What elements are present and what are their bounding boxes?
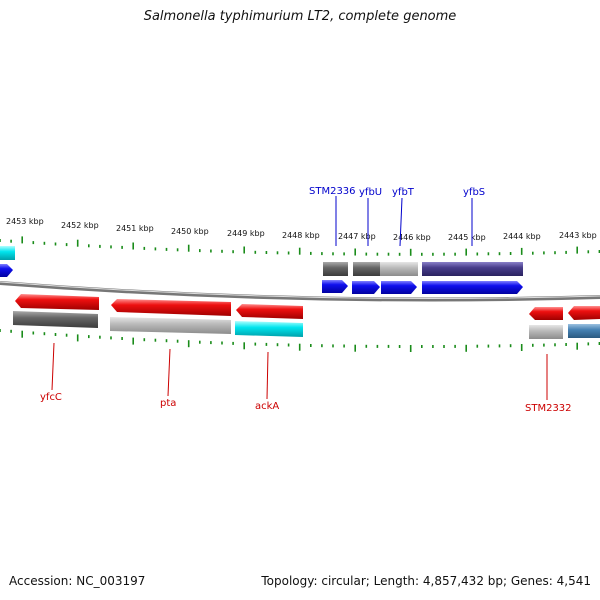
gene-label-yfbt[interactable]: yfbT bbox=[392, 187, 415, 198]
scale-label-2443: 2443 kbp bbox=[559, 231, 597, 240]
gene-arrow-pta[interactable] bbox=[111, 299, 231, 316]
scale-label-2450: 2450 kbp bbox=[171, 227, 209, 236]
scale-label-2449: 2449 kbp bbox=[227, 229, 265, 238]
top-tick-marks bbox=[0, 236, 600, 256]
gene-label-acka[interactable]: ackA bbox=[255, 401, 279, 412]
reverse-cog-row bbox=[13, 311, 600, 339]
scale-label-2453: 2453 kbp bbox=[6, 217, 44, 226]
cog-bar-yfbt[interactable] bbox=[380, 262, 418, 276]
gene-arrow-stm2332[interactable] bbox=[529, 307, 563, 320]
gene-label-stm2336[interactable]: STM2336 bbox=[309, 186, 356, 197]
accession-text: Accession: NC_003197 bbox=[9, 574, 146, 588]
gene-arrow-yfbt[interactable] bbox=[381, 281, 417, 294]
gene-arrow-yfcc[interactable] bbox=[15, 294, 99, 310]
scale-label-2447: 2447 kbp bbox=[338, 232, 376, 241]
scale-label-2452: 2452 kbp bbox=[61, 221, 99, 230]
scale-label-2444: 2444 kbp bbox=[503, 232, 541, 241]
cog-bar-cyan-left[interactable] bbox=[0, 246, 15, 260]
cog-bar-stm2336[interactable] bbox=[323, 262, 348, 276]
cog-bar-stm2332[interactable] bbox=[529, 325, 563, 339]
gene-label-yfcc[interactable]: yfcC bbox=[40, 392, 62, 403]
gene-arrow-acka[interactable] bbox=[236, 304, 303, 319]
scale-labels: 2453 kbp 2452 kbp 2451 kbp 2450 kbp 2449… bbox=[6, 217, 597, 242]
topology-text: Topology: circular; Length: 4,857,432 bp… bbox=[261, 574, 591, 588]
gene-label-yfbu[interactable]: yfbU bbox=[359, 187, 382, 198]
scale-label-2445: 2445 kbp bbox=[448, 233, 486, 242]
gene-arrow-right-edge[interactable] bbox=[568, 306, 600, 320]
gene-arrow-yfbu[interactable] bbox=[352, 281, 380, 294]
gene-arrow-stm2336[interactable] bbox=[322, 280, 348, 293]
gene-label-stm2332[interactable]: STM2332 bbox=[525, 403, 572, 414]
gene-label-yfbs[interactable]: yfbS bbox=[463, 187, 485, 198]
reverse-genes bbox=[15, 294, 600, 320]
gene-arrow-left-edge[interactable] bbox=[0, 264, 13, 277]
bottom-tick-marks bbox=[0, 329, 600, 352]
forward-genes bbox=[0, 264, 523, 294]
cog-bar-acka[interactable] bbox=[235, 321, 303, 337]
top-gene-labels: STM2336 yfbU yfbT yfbS bbox=[309, 186, 485, 247]
map-title: Salmonella typhimurium LT2, complete gen… bbox=[143, 9, 457, 24]
scale-label-2446: 2446 kbp bbox=[393, 233, 431, 242]
cog-bar-yfcc[interactable] bbox=[13, 311, 98, 328]
cog-bar-right-edge[interactable] bbox=[568, 324, 600, 338]
scale-label-2448: 2448 kbp bbox=[282, 231, 320, 240]
cog-bar-yfbs[interactable] bbox=[422, 262, 523, 276]
genome-backbone bbox=[0, 281, 600, 302]
cog-bar-yfbu[interactable] bbox=[353, 262, 381, 276]
cog-bar-pta[interactable] bbox=[110, 317, 231, 334]
gene-label-pta[interactable]: pta bbox=[160, 398, 176, 409]
gene-arrow-yfbs[interactable] bbox=[422, 281, 523, 294]
scale-label-2451: 2451 kbp bbox=[116, 224, 154, 233]
forward-cog-row bbox=[0, 246, 523, 276]
bottom-gene-labels: yfcC pta ackA STM2332 bbox=[40, 342, 572, 414]
